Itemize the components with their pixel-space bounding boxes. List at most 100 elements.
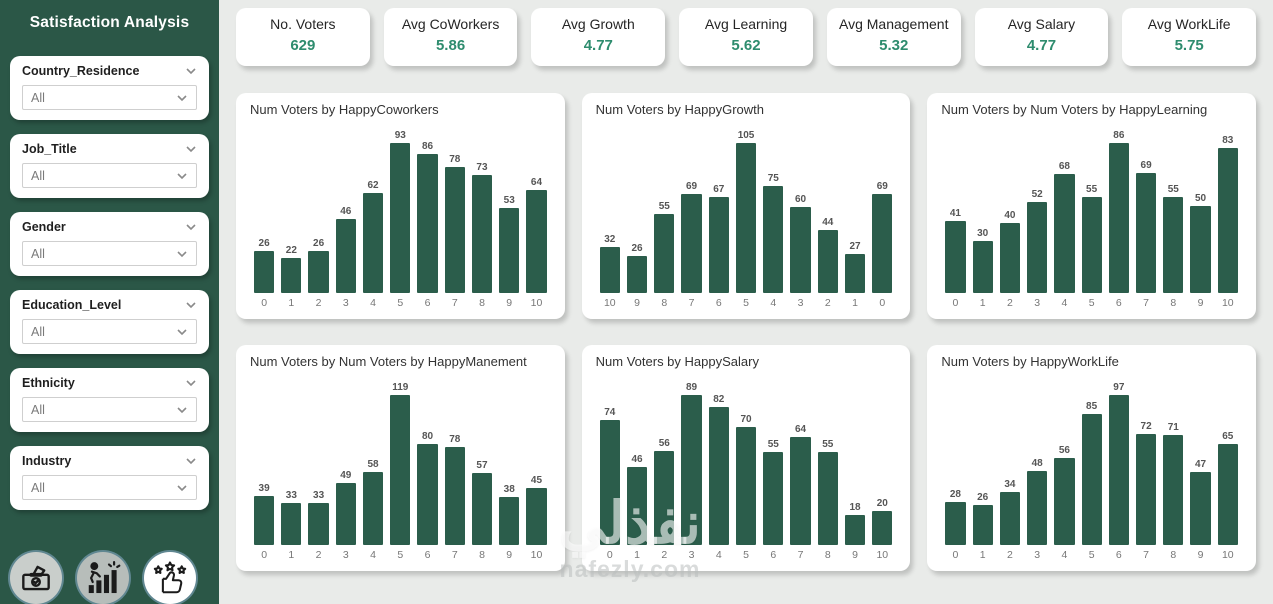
bar[interactable] <box>972 505 993 545</box>
bar[interactable] <box>390 143 411 293</box>
bar[interactable] <box>254 496 275 545</box>
ballot-box-icon[interactable] <box>10 552 62 604</box>
bar[interactable] <box>444 447 465 545</box>
bar[interactable] <box>526 488 547 545</box>
bar[interactable] <box>790 437 811 545</box>
bar[interactable] <box>735 427 757 545</box>
bar[interactable] <box>417 444 438 545</box>
bar[interactable] <box>1217 148 1238 293</box>
bar-data-label: 20 <box>876 498 888 509</box>
bar[interactable] <box>1108 143 1129 293</box>
bar-column: 62 4 <box>362 125 384 309</box>
kpi-row: No. Voters 629 Avg CoWorkers 5.86 Avg Gr… <box>236 8 1257 66</box>
chevron-down-icon[interactable] <box>185 377 197 389</box>
bar[interactable] <box>999 223 1021 293</box>
growth-person-icon[interactable] <box>77 552 129 604</box>
bar[interactable] <box>362 472 384 545</box>
bar[interactable] <box>1163 435 1184 545</box>
bar[interactable] <box>362 193 384 293</box>
chevron-down-icon[interactable] <box>185 221 197 233</box>
bar[interactable] <box>599 420 620 545</box>
bar[interactable] <box>444 167 465 293</box>
bar-column: 72 7 <box>1135 377 1157 561</box>
bar[interactable] <box>763 452 784 545</box>
bar[interactable] <box>308 251 329 293</box>
bar[interactable] <box>790 207 811 293</box>
filter-dropdown[interactable]: All <box>22 241 197 266</box>
bar[interactable] <box>844 515 866 545</box>
bar[interactable] <box>681 194 702 293</box>
bar[interactable] <box>817 452 838 545</box>
bar[interactable] <box>1135 173 1157 293</box>
bar[interactable] <box>1190 472 1211 545</box>
bar[interactable] <box>417 154 438 293</box>
x-axis-tick-label: 2 <box>1006 297 1013 309</box>
bar[interactable] <box>471 175 493 293</box>
bar[interactable] <box>308 503 329 545</box>
filter-header[interactable]: Education_Level <box>22 298 197 312</box>
filter-dropdown[interactable]: All <box>22 85 197 110</box>
bar[interactable] <box>599 247 620 293</box>
bar[interactable] <box>1027 202 1048 293</box>
bar-data-label: 46 <box>340 206 352 217</box>
bar-column: 49 3 <box>335 377 356 561</box>
bar[interactable] <box>1081 414 1102 545</box>
bar[interactable] <box>1027 471 1048 545</box>
chevron-down-icon[interactable] <box>185 455 197 467</box>
bar[interactable] <box>1054 174 1075 293</box>
bar[interactable] <box>1190 206 1211 293</box>
bar[interactable] <box>1217 444 1238 545</box>
filter-dropdown[interactable]: All <box>22 319 197 344</box>
bar[interactable] <box>281 503 302 545</box>
filter-dropdown[interactable]: All <box>22 475 197 500</box>
bar[interactable] <box>281 258 302 293</box>
chevron-down-icon[interactable] <box>185 65 197 77</box>
bar[interactable] <box>844 254 866 293</box>
bar[interactable] <box>626 256 648 293</box>
bar[interactable] <box>708 197 729 293</box>
bar[interactable] <box>872 511 893 545</box>
rating-thumbs-up-icon[interactable] <box>144 552 196 604</box>
bar-data-label: 89 <box>685 382 698 393</box>
bar[interactable] <box>708 407 729 545</box>
bar[interactable] <box>1108 395 1129 545</box>
bar[interactable] <box>1054 458 1075 545</box>
bar[interactable] <box>945 502 966 545</box>
filter-header[interactable]: Job_Title <box>22 142 197 156</box>
filter-dropdown[interactable]: All <box>22 163 197 188</box>
bar[interactable] <box>254 251 275 293</box>
bar-column: 58 4 <box>362 377 384 561</box>
bar[interactable] <box>817 230 838 293</box>
bar-data-label: 47 <box>1194 459 1207 470</box>
bar[interactable] <box>626 467 648 545</box>
filter-dropdown[interactable]: All <box>22 397 197 422</box>
bar[interactable] <box>972 241 993 293</box>
bar[interactable] <box>390 395 411 545</box>
filter-header[interactable]: Ethnicity <box>22 376 197 390</box>
chevron-down-icon[interactable] <box>185 143 197 155</box>
bar[interactable] <box>654 214 675 293</box>
bar[interactable] <box>999 492 1021 545</box>
bar[interactable] <box>471 473 493 545</box>
bar[interactable] <box>872 194 893 293</box>
bar[interactable] <box>654 451 675 545</box>
x-axis-tick-label: 9 <box>1197 297 1204 309</box>
bar[interactable] <box>499 208 520 293</box>
filter-header[interactable]: Country_Residence <box>22 64 197 78</box>
bar[interactable] <box>681 395 702 545</box>
bar[interactable] <box>735 143 757 293</box>
bar[interactable] <box>335 483 356 545</box>
bar[interactable] <box>1081 197 1102 293</box>
bar[interactable] <box>763 186 784 293</box>
chevron-down-icon[interactable] <box>185 299 197 311</box>
bar[interactable] <box>1135 434 1157 545</box>
bar[interactable] <box>526 190 547 293</box>
bar[interactable] <box>1163 197 1184 293</box>
filter-header[interactable]: Industry <box>22 454 197 468</box>
filter-header[interactable]: Gender <box>22 220 197 234</box>
bar[interactable] <box>499 497 520 545</box>
bar-column: 68 4 <box>1054 125 1075 309</box>
bar[interactable] <box>335 219 356 293</box>
bar[interactable] <box>945 221 966 293</box>
x-axis-tick-label: 2 <box>661 549 668 561</box>
